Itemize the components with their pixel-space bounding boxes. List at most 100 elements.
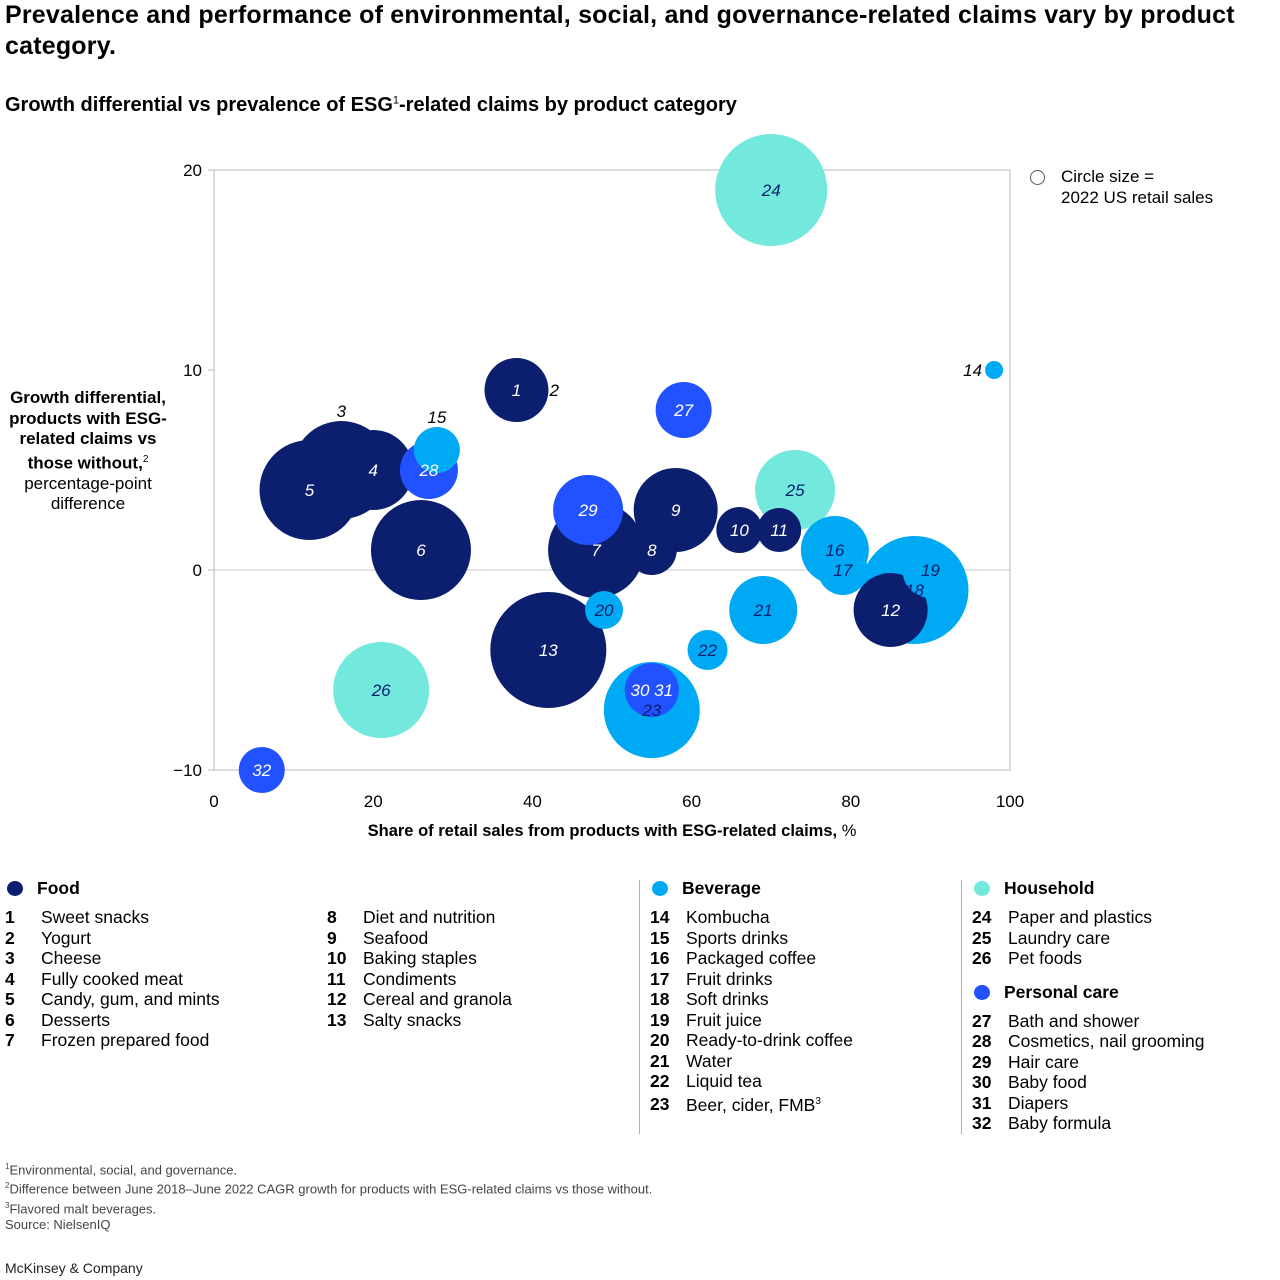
legend-item-label: Liquid tea bbox=[686, 1071, 762, 1091]
footnote: Source: NielsenIQ bbox=[5, 1216, 111, 1232]
chart-title: Prevalence and performance of environmen… bbox=[5, 1, 1235, 60]
bubble-label: 27 bbox=[673, 401, 693, 420]
bubble-label: 30 31 bbox=[631, 681, 674, 700]
bubble-label: 21 bbox=[753, 601, 773, 620]
personal-care-dot-icon bbox=[974, 984, 990, 1000]
chart-subtitle: Growth differential vs prevalence of ESG… bbox=[5, 94, 737, 116]
legend-item: 28 Cosmetics, nail grooming bbox=[972, 1031, 1204, 1052]
legend-item-number: 30 bbox=[972, 1072, 992, 1092]
legend-item-number: 13 bbox=[327, 1009, 347, 1030]
legend-item-label: Packaged coffee bbox=[686, 948, 817, 968]
legend-item-number: 31 bbox=[972, 1092, 992, 1113]
legend-item-number: 21 bbox=[650, 1050, 670, 1071]
legend-item-label: Hair care bbox=[1008, 1051, 1079, 1072]
legend-divider bbox=[639, 880, 640, 1134]
legend-item-number: 7 bbox=[5, 1030, 15, 1050]
legend-item-number: 15 bbox=[650, 927, 670, 948]
bubble-19 bbox=[902, 542, 959, 598]
legend-item-number: 8 bbox=[327, 907, 337, 927]
bubble-label: 23 bbox=[641, 701, 661, 720]
legend-item-label: Baby food bbox=[1008, 1072, 1087, 1092]
bubble-label: 7 bbox=[591, 541, 601, 560]
bubble-label: 32 bbox=[252, 761, 271, 780]
legend-item-number: 11 bbox=[327, 968, 346, 989]
bubble-label: 25 bbox=[785, 481, 805, 500]
legend-item-label: Diet and nutrition bbox=[363, 907, 496, 927]
legend-item: 11 Condiments bbox=[327, 969, 512, 990]
legend-item-number: 27 bbox=[972, 1010, 992, 1031]
bubble-label: 11 bbox=[770, 521, 788, 540]
bubble-32 bbox=[238, 747, 285, 793]
bubble-1 bbox=[484, 358, 549, 422]
bubble-label: 18 bbox=[905, 581, 924, 600]
bubble-label: 17 bbox=[833, 561, 852, 580]
footnote: 2Difference between June 2018–June 2022 … bbox=[5, 1181, 653, 1197]
bubble-10 bbox=[716, 507, 763, 553]
household-dot-icon bbox=[974, 881, 990, 896]
y-tick-label: −10 bbox=[173, 761, 202, 780]
footnotes: 1Environmental, social, and governance. 2… bbox=[5, 1159, 652, 1233]
bubble-label: 16 bbox=[825, 541, 844, 560]
legend-item-label: Sports drinks bbox=[686, 927, 789, 948]
legend-item-number: 14 bbox=[650, 907, 670, 927]
legend-item-number: 19 bbox=[650, 1009, 670, 1030]
legend-item-label: Cereal and granola bbox=[363, 989, 512, 1009]
legend-item-footnote-ref: 3 bbox=[815, 1095, 821, 1107]
legend-item-label: Ready-to-drink coffee bbox=[686, 1030, 853, 1050]
bubble-6 bbox=[370, 500, 471, 600]
bubble-label: 12 bbox=[881, 601, 900, 620]
bubble-11 bbox=[757, 508, 802, 552]
legend-item: 12 Cereal and granola bbox=[327, 989, 512, 1010]
legend-head-beverage: Beverage bbox=[650, 878, 853, 898]
bubble-13 bbox=[490, 592, 607, 708]
plot-frame bbox=[213, 169, 1011, 771]
legend-item: 14 Kombucha bbox=[650, 907, 853, 928]
legend-item-label: Cosmetics, nail grooming bbox=[1008, 1031, 1205, 1051]
legend-item-number: 32 bbox=[972, 1113, 992, 1133]
legend-item: 9 Seafood bbox=[327, 928, 512, 949]
y-tick-label: 10 bbox=[183, 361, 202, 380]
legend-item-number: 16 bbox=[650, 948, 670, 968]
legend-item-number: 23 bbox=[650, 1094, 670, 1115]
bubble-4 bbox=[333, 430, 414, 510]
legend-item: 8 Diet and nutrition bbox=[327, 907, 512, 928]
legend-item-number: 20 bbox=[650, 1030, 670, 1050]
bubble-label: 9 bbox=[671, 501, 681, 520]
legend-item-label: Kombucha bbox=[686, 907, 770, 927]
footnote: 3Flavored malt beverages. bbox=[5, 1200, 157, 1216]
legend-item: 26 Pet foods bbox=[972, 948, 1204, 969]
bubble-label: 13 bbox=[539, 641, 558, 660]
bubble-12 bbox=[853, 573, 928, 647]
bubble-label: 3 bbox=[337, 402, 347, 421]
legend-item-number: 29 bbox=[972, 1051, 992, 1072]
x-tick-label: 60 bbox=[682, 792, 701, 811]
legend-item-number: 24 bbox=[972, 907, 992, 927]
bubble-label: 26 bbox=[371, 681, 391, 700]
legend-item-number: 26 bbox=[972, 948, 992, 968]
legend-item-label: Candy, gum, and mints bbox=[41, 989, 220, 1009]
bubble-label: 28 bbox=[418, 461, 438, 480]
legend-item-label: Soft drinks bbox=[686, 989, 769, 1009]
legend-item: 1 Sweet snacks bbox=[5, 907, 220, 928]
legend-item: 18 Soft drinks bbox=[650, 989, 853, 1010]
legend-item-label: Yogurt bbox=[41, 927, 91, 948]
y-tick-label: 20 bbox=[183, 161, 202, 180]
legend-item: 30 Baby food bbox=[972, 1072, 1204, 1093]
legend-item-number: 3 bbox=[5, 948, 15, 968]
legend-item: 2 Yogurt bbox=[5, 928, 220, 949]
legend-item-number: 12 bbox=[327, 989, 347, 1009]
legend-item-label: Seafood bbox=[363, 927, 429, 948]
food-dot-icon bbox=[7, 881, 23, 896]
footnote: 1Environmental, social, and governance. bbox=[5, 1162, 238, 1178]
brand-logo-text: McKinsey & Company bbox=[5, 1260, 143, 1276]
legend-item: 29 Hair care bbox=[972, 1052, 1204, 1073]
legend-item-label: Desserts bbox=[41, 1009, 111, 1030]
legend-item: 6 Desserts bbox=[5, 1010, 220, 1031]
legend-item: 5 Candy, gum, and mints bbox=[5, 989, 220, 1010]
legend-item: 7 Frozen prepared food bbox=[5, 1030, 220, 1051]
legend-item-label: Salty snacks bbox=[363, 1009, 462, 1030]
x-tick-label: 80 bbox=[841, 792, 860, 811]
x-tick-label: 20 bbox=[364, 792, 383, 811]
bubble-14 bbox=[985, 361, 1004, 379]
legend-item-number: 28 bbox=[972, 1031, 992, 1051]
